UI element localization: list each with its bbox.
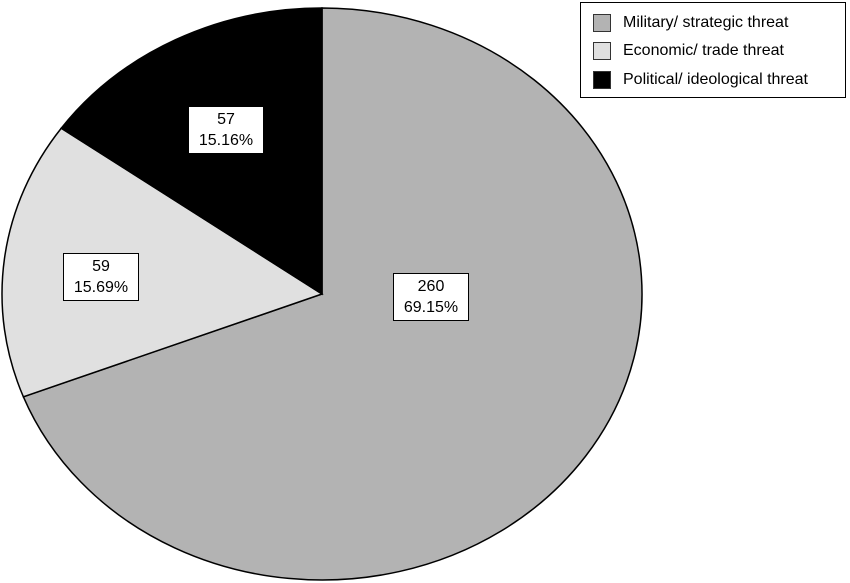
data-label-economic: 59 15.69% <box>63 253 139 301</box>
legend-swatch-military <box>593 14 611 32</box>
data-label-economic-percent: 15.69% <box>73 279 129 296</box>
legend: Military/ strategic threat Economic/ tra… <box>580 2 846 98</box>
data-label-political: 57 15.16% <box>188 106 264 154</box>
legend-label-economic: Economic/ trade threat <box>623 42 784 59</box>
legend-item-economic: Economic/ trade threat <box>593 40 784 62</box>
data-label-military: 260 69.15% <box>393 273 469 321</box>
data-label-military-value: 260 <box>417 278 445 295</box>
data-label-political-value: 57 <box>217 111 235 128</box>
legend-item-military: Military/ strategic threat <box>593 12 788 34</box>
legend-label-political: Political/ ideological threat <box>623 71 808 88</box>
legend-swatch-political <box>593 71 611 89</box>
data-label-political-percent: 15.16% <box>198 132 254 149</box>
pie-slice-economic <box>1 127 324 398</box>
data-label-economic-value: 59 <box>92 258 110 275</box>
legend-item-political: Political/ ideological threat <box>593 69 808 91</box>
pie-slice-military <box>22 7 643 581</box>
legend-swatch-economic <box>593 42 611 60</box>
legend-label-military: Military/ strategic threat <box>623 14 789 31</box>
data-label-military-percent: 69.15% <box>403 299 459 316</box>
